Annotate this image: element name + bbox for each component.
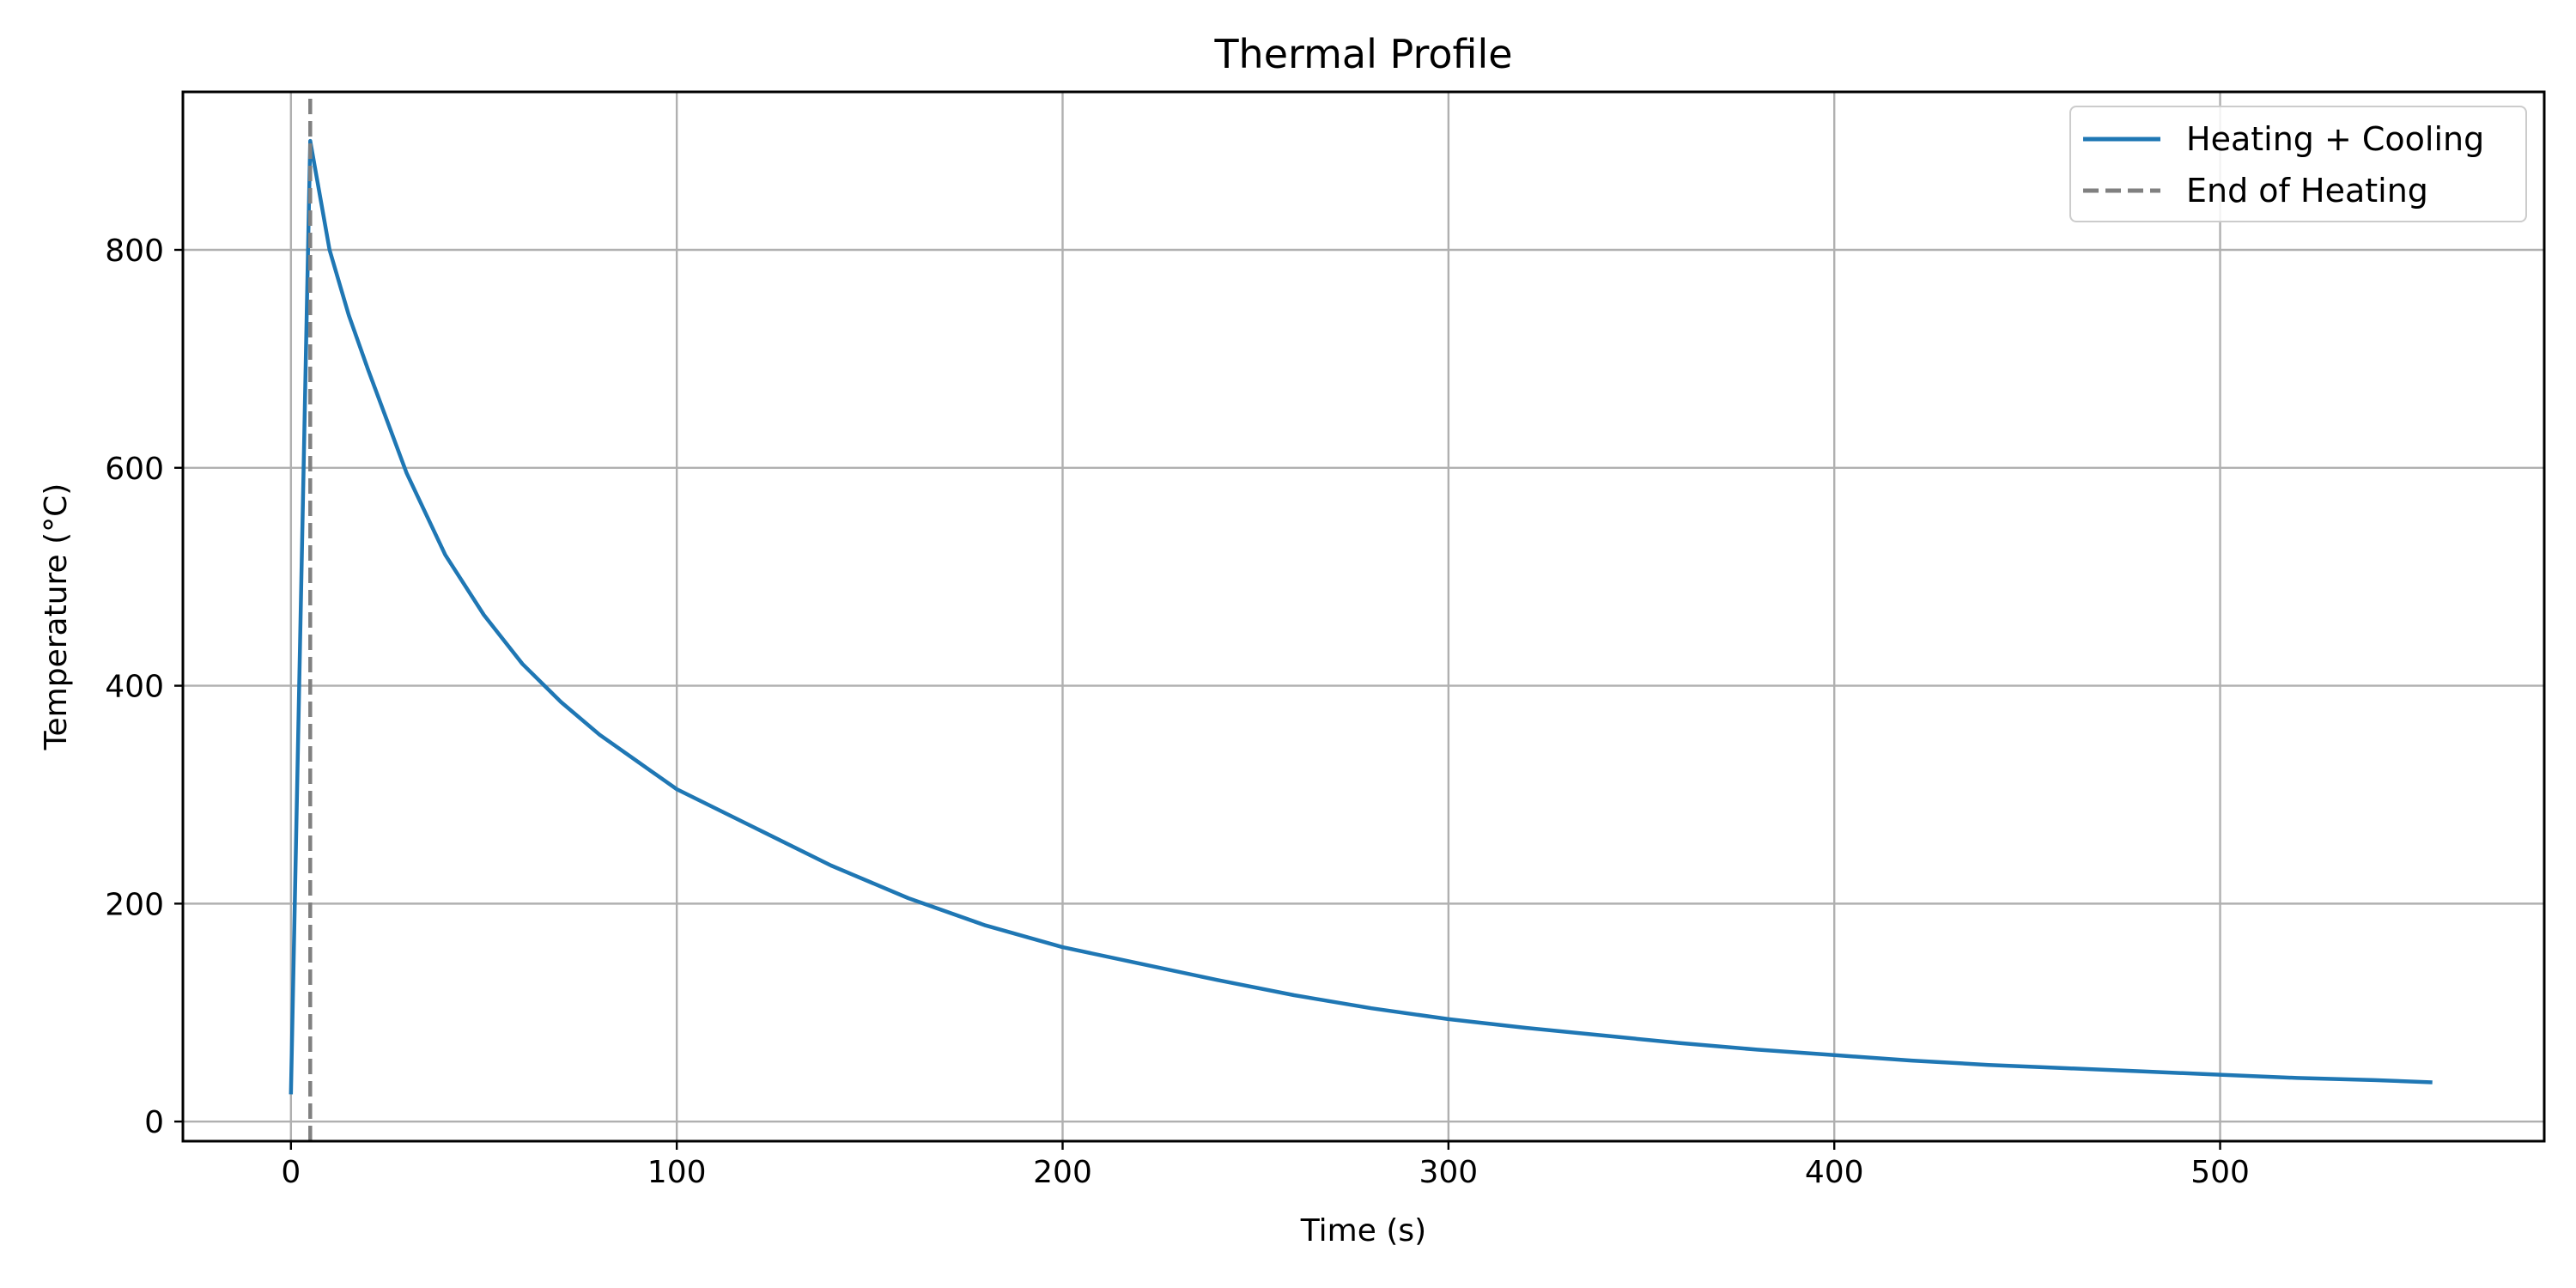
series-line-heating-cooling (289, 138, 2433, 1095)
y-tick-label: 800 (105, 234, 164, 269)
legend-label-end-of-heating: End of Heating (2186, 172, 2428, 210)
x-tick-label: 300 (1419, 1155, 1478, 1190)
y-tick-label: 0 (144, 1105, 164, 1140)
x-axis-title: Time (s) (1300, 1213, 1426, 1249)
y-tick-label: 600 (105, 452, 164, 487)
x-tick-label: 100 (647, 1155, 707, 1190)
chart-title: Thermal Profile (1213, 31, 1512, 77)
x-tick-label: 400 (1805, 1155, 1864, 1190)
y-tick-label: 200 (105, 887, 164, 922)
legend-label-heating-cooling: Heating + Cooling (2186, 120, 2484, 158)
x-tick-label: 500 (2190, 1155, 2250, 1190)
x-tick-label: 0 (281, 1155, 301, 1190)
plot-frame (181, 90, 2546, 1143)
y-axis-title: Temperature (°C) (39, 483, 74, 751)
y-tick-label: 400 (105, 670, 164, 705)
legend-box (2069, 106, 2527, 222)
axis-ticks: 0 100 200 300 400 500 0 200 400 600 800 (105, 234, 2250, 1190)
legend: Heating + Cooling End of Heating (2069, 106, 2527, 222)
x-tick-label: 200 (1033, 1155, 1092, 1190)
series-layer (289, 92, 2433, 1141)
grid-lines (183, 92, 2544, 1141)
